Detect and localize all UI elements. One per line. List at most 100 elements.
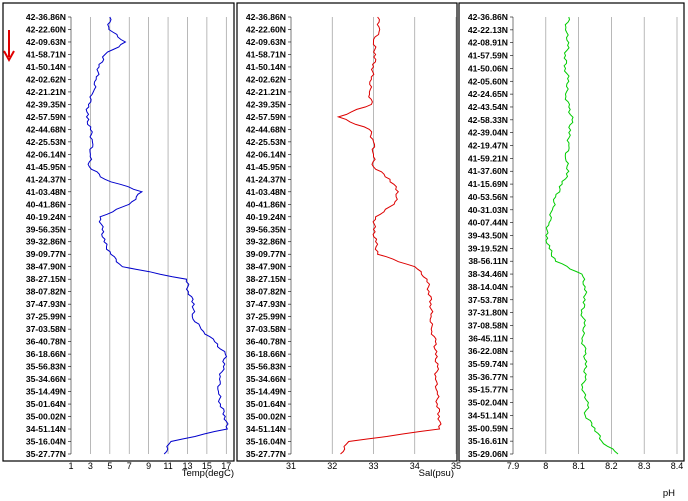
y-tick-label: 42-24.65N (468, 89, 508, 99)
y-tick-label: 35-00.02N (26, 412, 66, 422)
y-tick-label: 42-09.63N (26, 37, 66, 47)
panel-frame (458, 2, 685, 462)
y-tick-label: 42-57.59N (26, 112, 66, 122)
y-tick-label: 42-08.91N (468, 38, 508, 48)
y-tick-label: 39-56.35N (246, 224, 286, 234)
y-tick-label: 40-07.44N (468, 218, 508, 228)
y-tick-label: 35-34.66N (26, 374, 66, 384)
x-tick-label: 3 (88, 461, 93, 471)
y-tick-label: 39-43.50N (468, 231, 508, 241)
chart-panel-2: 31 32 33 34 35 42-36.86N 42-22.60N 42-09.63N 41-… (236, 2, 461, 479)
y-tick-label: 37-47.93N (246, 299, 286, 309)
y-tick-label: 35-01.64N (26, 399, 66, 409)
x-tick-label: 32 (327, 461, 337, 471)
y-tick-label: 41-45.95N (246, 162, 286, 172)
x-tick-label: 5 (107, 461, 112, 471)
y-tick-label: 35-59.74N (468, 359, 508, 369)
y-tick-label: 34-51.14N (246, 424, 286, 434)
y-tick-label: 41-50.14N (246, 62, 286, 72)
y-tick-label: 35-29.06N (468, 449, 508, 459)
y-tick-label: 42-25.53N (26, 137, 66, 147)
y-tick-label: 38-27.15N (26, 274, 66, 284)
y-tick-label: 34-51.14N (26, 424, 66, 434)
chart-panel-3: 7.9 8 8.1 8.2 8.3 8.4 42-36.86N 42-22.13N 42-08.… (458, 2, 685, 499)
y-tick-label: 38-14.04N (468, 282, 508, 292)
y-tick-label: 37-53.78N (468, 295, 508, 305)
y-tick-label: 38-27.15N (246, 274, 286, 284)
x-tick-label: 17 (221, 461, 231, 471)
y-tick-label: 39-32.86N (246, 237, 286, 247)
y-tick-label: 35-00.59N (468, 423, 508, 433)
y-tick-label: 42-21.21N (246, 87, 286, 97)
y-tick-label: 38-47.90N (26, 262, 66, 272)
y-tick-label: 42-25.53N (246, 137, 286, 147)
y-tick-label: 36-40.78N (26, 337, 66, 347)
y-tick-label: 42-19.47N (468, 141, 508, 151)
y-tick-label: 37-25.99N (26, 312, 66, 322)
y-tick-label: 35-16.04N (26, 437, 66, 447)
x-tick-label: 15 (202, 461, 212, 471)
y-tick-label: 40-19.24N (26, 212, 66, 222)
series-line (336, 16, 442, 455)
x-tick-label: 35 (451, 461, 461, 471)
y-tick-label: 36-22.08N (468, 346, 508, 356)
x-tick-label: 33 (368, 461, 378, 471)
y-tick-label: 36-18.66N (26, 349, 66, 359)
y-tick-label: 35-14.49N (246, 387, 286, 397)
y-tick-label: 35-56.83N (26, 362, 66, 372)
x-tick-label: 34 (410, 461, 420, 471)
direction-arrow-icon (3, 30, 15, 63)
y-tick-label: 40-31.03N (468, 205, 508, 215)
y-tick-label: 35-34.66N (246, 374, 286, 384)
y-tick-label: 38-34.46N (468, 269, 508, 279)
y-tick-label: 42-05.60N (468, 76, 508, 86)
y-tick-label: 35-14.49N (26, 387, 66, 397)
y-tick-label: 39-09.77N (246, 249, 286, 259)
y-tick-label: 42-43.54N (468, 102, 508, 112)
y-tick-label: 37-03.58N (26, 324, 66, 334)
y-tick-label: 35-15.77N (468, 385, 508, 395)
x-axis-title: Temp(degC) (182, 468, 234, 479)
y-tick-label: 37-47.93N (26, 299, 66, 309)
y-tick-label: 37-25.99N (246, 312, 286, 322)
y-tick-label: 35-16.04N (246, 437, 286, 447)
y-tick-label: 42-22.13N (468, 25, 508, 35)
series-line (85, 16, 229, 455)
x-axis-title: pH (663, 488, 675, 499)
y-tick-label: 35-27.77N (26, 449, 66, 459)
x-tick-label: 8.3 (638, 461, 651, 471)
y-tick-label: 42-21.21N (26, 87, 66, 97)
y-tick-label: 42-36.86N (468, 12, 508, 22)
y-tick-label: 42-09.63N (246, 37, 286, 47)
y-tick-label: 34-51.14N (468, 410, 508, 420)
y-tick-label: 42-22.60N (246, 24, 286, 34)
y-tick-label: 41-15.69N (468, 179, 508, 189)
y-tick-label: 35-36.77N (468, 372, 508, 382)
chart-panel-1: 1 3 5 7 9 11 13 15 1742-36.86N42-22.60N42-09.63N… (2, 2, 235, 479)
y-tick-label: 41-50.06N (468, 63, 508, 73)
y-tick-label: 36-40.78N (246, 337, 286, 347)
y-tick-label: 42-36.86N (26, 12, 66, 22)
y-tick-label: 35-00.02N (246, 412, 286, 422)
y-tick-label: 39-09.77N (26, 249, 66, 259)
y-tick-label: 35-02.04N (468, 398, 508, 408)
y-tick-label: 42-22.60N (26, 24, 66, 34)
y-tick-label: 38-07.82N (26, 287, 66, 297)
x-tick-label: 7 (127, 461, 132, 471)
panel-frame (236, 2, 458, 462)
y-tick-label: 41-58.71N (26, 49, 66, 59)
y-tick-label: 42-36.86N (246, 12, 286, 22)
x-tick-label: 8.4 (671, 461, 684, 471)
x-tick-label: 8 (543, 461, 548, 471)
panel-frame (2, 2, 235, 462)
y-tick-label: 38-07.82N (246, 287, 286, 297)
y-tick-label: 37-08.58N (468, 320, 508, 330)
y-tick-label: 38-47.90N (246, 262, 286, 272)
y-tick-label: 40-41.86N (246, 199, 286, 209)
y-tick-label: 35-56.83N (246, 362, 286, 372)
y-tick-label: 41-50.14N (26, 62, 66, 72)
y-tick-label: 40-19.24N (246, 212, 286, 222)
y-tick-label: 35-16.61N (468, 436, 508, 446)
y-tick-label: 37-03.58N (246, 324, 286, 334)
